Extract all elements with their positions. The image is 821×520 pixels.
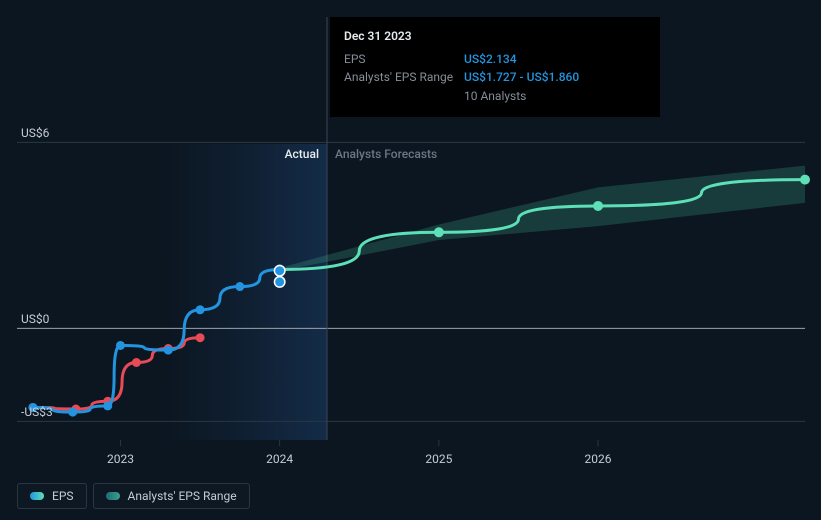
legend-label-range: Analysts' EPS Range bbox=[128, 489, 237, 503]
eps-forecast-chart: US$6 US$0 -US$3 2023 2024 2025 2026 Actual An… bbox=[0, 0, 821, 520]
tooltip-eps-label: EPS bbox=[344, 50, 464, 69]
xaxis-tick-label: 2026 bbox=[585, 452, 612, 466]
legend-label-eps: EPS bbox=[52, 489, 74, 503]
yaxis-tick-label: US$6 bbox=[21, 126, 49, 140]
yaxis-tick-label: US$0 bbox=[21, 312, 49, 326]
legend-swatch-range bbox=[106, 492, 120, 500]
tooltip-date: Dec 31 2023 bbox=[344, 27, 646, 46]
yaxis-tick-label: -US$3 bbox=[21, 405, 53, 419]
tooltip-analyst-count: 10 Analysts bbox=[464, 87, 646, 106]
xaxis-tick-label: 2025 bbox=[425, 452, 452, 466]
legend-item-eps[interactable]: EPS bbox=[17, 483, 87, 509]
tooltip-eps-value: US$2.134 bbox=[464, 50, 517, 69]
xaxis-tick-label: 2024 bbox=[266, 452, 293, 466]
xaxis-tick-label: 2023 bbox=[107, 452, 134, 466]
chart-tooltip: Dec 31 2023 EPS US$2.134 Analysts' EPS R… bbox=[330, 17, 660, 117]
section-label-actual: Actual bbox=[285, 147, 319, 161]
tooltip-range-value: US$1.727 - US$1.860 bbox=[464, 68, 579, 87]
legend-item-range[interactable]: Analysts' EPS Range bbox=[93, 483, 250, 509]
section-label-forecast: Analysts Forecasts bbox=[335, 147, 437, 161]
legend-swatch-eps bbox=[30, 492, 44, 500]
tooltip-range-label: Analysts' EPS Range bbox=[344, 68, 464, 87]
chart-legend: EPS Analysts' EPS Range bbox=[17, 483, 250, 509]
